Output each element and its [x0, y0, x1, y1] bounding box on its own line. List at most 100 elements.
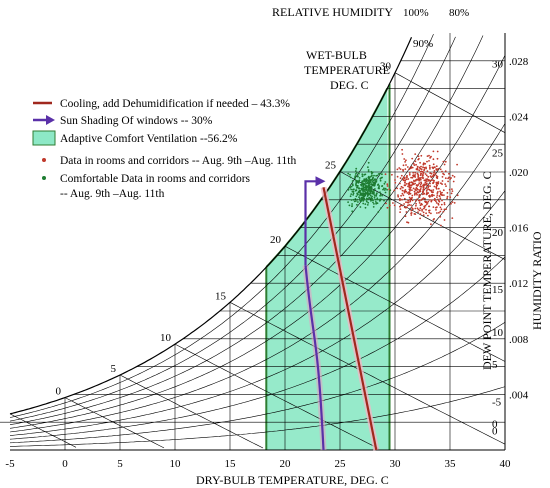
data-point-rooms [451, 188, 453, 191]
data-point-comfortable [362, 202, 365, 205]
data-point-comfortable [356, 203, 358, 206]
data-point-comfortable [373, 189, 375, 192]
data-point-comfortable [357, 201, 359, 203]
legend-sun-shading-arrowhead [46, 115, 55, 125]
data-point-rooms [406, 221, 408, 224]
x-tick-label: 35 [445, 458, 457, 470]
data-point-rooms [414, 176, 417, 178]
data-point-rooms [430, 212, 432, 215]
data-point-rooms [447, 180, 449, 183]
data-point-rooms [435, 209, 437, 211]
data-point-rooms [432, 163, 435, 166]
data-point-comfortable [349, 173, 351, 176]
data-point-rooms [419, 217, 421, 220]
data-point-rooms [405, 206, 408, 209]
data-point-rooms [385, 202, 387, 205]
data-point-rooms [403, 206, 406, 209]
data-point-rooms [399, 211, 401, 214]
data-point-rooms [407, 221, 410, 224]
data-point-rooms [401, 148, 403, 151]
data-point-rooms [439, 190, 441, 193]
data-point-rooms [410, 181, 413, 184]
data-point-rooms [405, 178, 408, 181]
data-point-rooms [406, 192, 409, 194]
data-point-rooms [425, 178, 427, 181]
data-point-rooms [448, 172, 450, 175]
data-point-rooms [405, 201, 407, 204]
data-point-comfortable [367, 169, 370, 171]
data-point-rooms [432, 150, 435, 153]
data-point-comfortable [380, 207, 382, 210]
data-point-rooms [418, 157, 420, 160]
data-point-comfortable [356, 193, 359, 196]
data-point-rooms [452, 180, 455, 183]
dewpoint-axis-title: DEW POINT TEMPERATURE, DEG. C [480, 171, 494, 370]
data-point-rooms [446, 197, 448, 200]
data-point-rooms [442, 210, 445, 213]
data-point-comfortable [371, 174, 373, 177]
humidity-ratio-tick-label: .012 [509, 278, 528, 290]
wet-bulb-line--5 [9, 413, 77, 448]
data-point-comfortable [359, 200, 362, 203]
data-point-rooms [419, 213, 422, 216]
data-point-rooms [408, 172, 411, 174]
data-point-comfortable [375, 194, 377, 197]
x-tick-label: 25 [335, 458, 347, 470]
data-point-rooms [417, 175, 420, 178]
data-point-rooms [411, 157, 414, 160]
data-point-rooms [413, 194, 416, 196]
rh-curve-40 [9, 190, 506, 436]
data-point-rooms [430, 172, 433, 175]
rh-label-90: 90% [413, 38, 433, 50]
data-point-comfortable [374, 182, 377, 184]
data-point-rooms [415, 202, 417, 205]
data-point-rooms [398, 167, 401, 169]
data-point-rooms [433, 197, 436, 200]
data-point-rooms [412, 162, 415, 165]
data-point-comfortable [347, 188, 350, 191]
data-point-rooms [435, 200, 437, 203]
data-point-rooms [416, 172, 419, 175]
data-point-rooms [422, 184, 424, 187]
data-point-comfortable [372, 181, 374, 184]
data-point-rooms [411, 182, 414, 184]
data-point-comfortable [363, 195, 366, 197]
data-point-rooms [433, 194, 435, 197]
grid-layer [0, 33, 506, 451]
data-point-rooms [439, 168, 442, 171]
data-point-rooms [442, 172, 444, 175]
data-point-rooms [416, 168, 418, 171]
data-point-rooms [427, 176, 430, 178]
data-point-comfortable [364, 193, 367, 196]
data-point-rooms [399, 197, 401, 200]
data-point-comfortable [373, 203, 375, 205]
data-point-rooms [436, 206, 438, 209]
data-point-comfortable [373, 195, 376, 197]
data-point-rooms [404, 181, 406, 183]
data-point-rooms [430, 179, 432, 182]
data-point-rooms [432, 182, 434, 185]
dewpoint-tick-label: 30 [492, 59, 504, 71]
data-point-rooms [407, 182, 410, 185]
data-point-rooms [433, 199, 436, 202]
data-point-rooms [451, 217, 454, 220]
data-point-comfortable [368, 196, 371, 199]
data-point-rooms [421, 170, 424, 173]
data-point-rooms [408, 192, 411, 195]
data-point-rooms [409, 189, 411, 192]
data-point-rooms [393, 204, 396, 207]
data-point-comfortable [361, 175, 364, 178]
data-point-rooms [448, 176, 450, 179]
data-point-comfortable [370, 200, 372, 202]
data-point-comfortable [368, 193, 371, 196]
data-point-comfortable [366, 204, 369, 206]
data-point-rooms [442, 189, 445, 192]
data-point-rooms [412, 171, 415, 174]
data-point-rooms [431, 194, 433, 197]
dewpoint-tick-label: -5 [492, 396, 502, 408]
data-point-rooms [446, 195, 449, 198]
data-point-rooms [436, 157, 439, 160]
data-point-rooms [438, 211, 440, 214]
data-point-comfortable [370, 190, 373, 193]
data-point-comfortable [366, 181, 369, 184]
